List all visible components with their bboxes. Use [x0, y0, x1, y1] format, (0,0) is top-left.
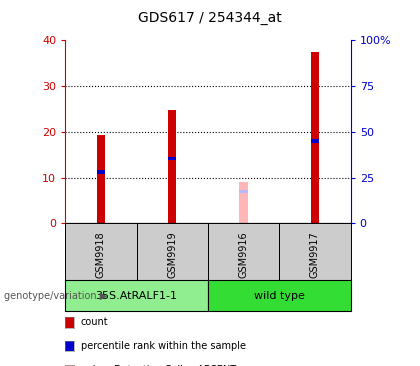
Bar — [311, 52, 319, 223]
Bar — [65, 280, 208, 311]
Bar — [168, 110, 176, 223]
Text: genotype/variation ▶: genotype/variation ▶ — [4, 291, 108, 300]
Text: 35S.AtRALF1-1: 35S.AtRALF1-1 — [95, 291, 178, 300]
Bar — [65, 223, 136, 280]
Bar — [136, 223, 208, 280]
Bar — [208, 223, 279, 280]
Text: count: count — [81, 317, 108, 328]
Bar — [239, 190, 248, 193]
Text: GSM9916: GSM9916 — [239, 231, 249, 278]
Text: wild type: wild type — [254, 291, 305, 300]
Bar — [311, 139, 319, 142]
Bar — [279, 223, 351, 280]
Bar — [168, 157, 176, 160]
Text: GDS617 / 254344_at: GDS617 / 254344_at — [138, 11, 282, 25]
Bar — [208, 280, 351, 311]
Bar — [97, 135, 105, 223]
Text: percentile rank within the sample: percentile rank within the sample — [81, 341, 246, 351]
Text: GSM9917: GSM9917 — [310, 231, 320, 278]
Text: value, Detection Call = ABSENT: value, Detection Call = ABSENT — [81, 365, 236, 366]
Bar — [239, 182, 248, 223]
Bar — [97, 171, 105, 173]
Text: GSM9919: GSM9919 — [167, 231, 177, 278]
Text: GSM9918: GSM9918 — [96, 231, 106, 278]
